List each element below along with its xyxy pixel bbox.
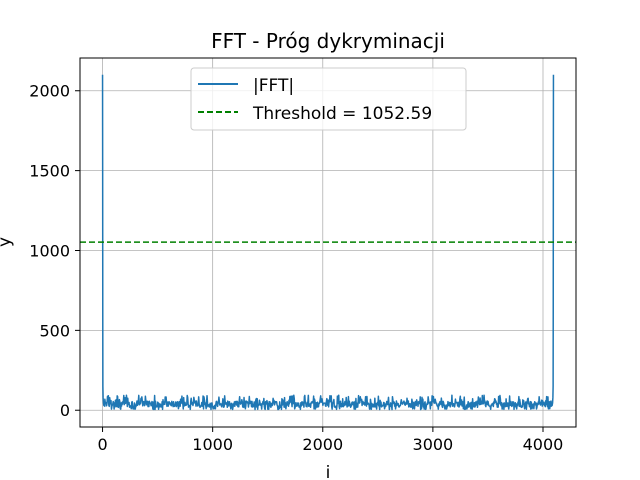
legend-fft-label: |FFT| bbox=[253, 76, 294, 96]
chart-title: FFT - Próg dykryminacji bbox=[211, 29, 445, 53]
x-tick-label: 4000 bbox=[523, 435, 564, 454]
legend-box bbox=[190, 67, 467, 131]
x-axis-label: i bbox=[326, 463, 331, 480]
y-tick-label: 0 bbox=[60, 401, 70, 420]
tick-labels: 0 1000 2000 3000 4000 0 500 1000 1500 2000 bbox=[29, 82, 563, 454]
legend-threshold-label: Threshold = 1052.59 bbox=[252, 104, 432, 124]
fft-series-line bbox=[101, 74, 555, 411]
legend: |FFT| Threshold = 1052.59 bbox=[190, 67, 467, 131]
x-tick-label: 0 bbox=[97, 435, 107, 454]
y-tick-label: 1000 bbox=[29, 241, 70, 260]
y-tick-label: 1500 bbox=[29, 162, 70, 181]
axes-frame bbox=[79, 57, 577, 428]
x-tick-label: 3000 bbox=[413, 435, 454, 454]
y-tick-label: 500 bbox=[39, 321, 70, 340]
plot-area bbox=[80, 74, 576, 411]
tick-marks bbox=[75, 90, 544, 432]
y-axis-label: y bbox=[0, 237, 15, 247]
x-tick-label: 1000 bbox=[192, 435, 233, 454]
y-tick-label: 2000 bbox=[29, 82, 70, 101]
x-tick-label: 2000 bbox=[302, 435, 343, 454]
